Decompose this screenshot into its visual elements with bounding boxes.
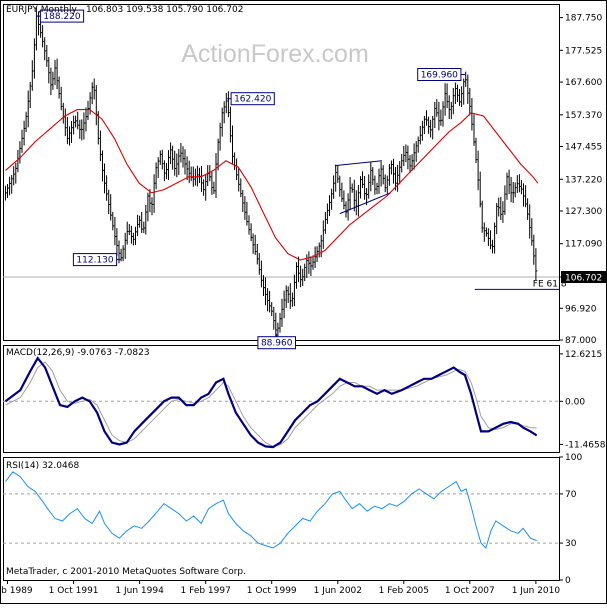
x-axis-label: 1 Feb 2005 — [379, 586, 429, 596]
watermark: ActionForex.com — [181, 40, 369, 68]
last-price-box — [561, 271, 606, 283]
moving-average-line — [5, 109, 539, 261]
annotation-box — [72, 253, 118, 267]
x-axis-label: 1 Feb 1989 — [0, 586, 33, 596]
macd-y-tick-label: 12.6215 — [565, 350, 602, 360]
price-y-tick-label: 127.300 — [565, 207, 602, 217]
macd-y-tick-label: 0.00 — [565, 397, 585, 407]
fe-label: FE 61.8 — [533, 279, 567, 289]
x-axis-label: 1 Oct 1999 — [247, 586, 297, 596]
annotation-label: 162.420 — [234, 95, 271, 105]
price-y-tick-label: 87.000 — [565, 336, 597, 346]
rsi-y-tick-label: 30 — [565, 539, 577, 549]
price-y-tick-label: 187.750 — [565, 14, 602, 24]
chart-marks: 187.750 177.525 167.600 157.370 147.455 137.2… — [0, 7, 606, 596]
trend-line — [339, 192, 391, 215]
x-axis-label: 1 Jun 1994 — [115, 586, 164, 596]
price-y-tick-label: 167.600 — [565, 78, 602, 88]
price-y-tick-label: 96.920 — [565, 304, 597, 314]
copyright-footer: MetaTrader, c 2001-2010 MetaQuotes Softw… — [6, 567, 246, 577]
annotation-box — [230, 92, 275, 106]
annotation-label: 188.220 — [43, 12, 80, 22]
macd-signal-line — [5, 361, 537, 447]
x-axis-label: 1 Oct 1991 — [49, 586, 99, 596]
x-axis-label: 1 Jun 2002 — [314, 586, 362, 596]
macd-main-line — [4, 356, 538, 449]
price-y-tick-label: 157.370 — [565, 111, 602, 121]
rsi-line — [5, 471, 537, 549]
macd-y-tick-label: -11.4658 — [565, 440, 606, 450]
trend-line — [334, 160, 382, 167]
price-panel-quote: 106.803 109.538 105.790 106.702 — [86, 5, 243, 15]
x-axis-label: 1 Oct 2007 — [445, 586, 495, 596]
price-y-tick-label: 147.455 — [565, 143, 602, 153]
annotation-label: 169.960 — [421, 71, 458, 81]
rsi-y-tick-label: 100 — [565, 453, 582, 463]
rsi-panel-title: RSI(14) 32.0468 — [6, 461, 79, 471]
last-price-label: 106.702 — [565, 274, 602, 284]
price-panel-title: EURJPY,Monthly — [6, 5, 77, 15]
x-axis-label: 1 Jun 2010 — [512, 586, 561, 596]
annotation-label: 88.960 — [261, 339, 293, 349]
annotation-box — [39, 9, 85, 23]
rsi-y-tick-label: 70 — [565, 490, 577, 500]
price-y-tick-label: 137.220 — [565, 175, 602, 185]
rsi-y-tick-label: 0 — [565, 576, 571, 586]
price-y-tick-label: 177.525 — [565, 46, 602, 56]
rsi-panel-frame — [3, 457, 560, 581]
x-axis-label: 1 Feb 1997 — [181, 586, 231, 596]
annotation-box — [257, 336, 296, 350]
price-y-tick-label: 117.090 — [565, 240, 602, 250]
annotation-box — [417, 68, 462, 81]
annotation-label: 112.130 — [76, 256, 113, 266]
macd-panel-title: MACD(12,26,9) -9.0763 -7.0823 — [6, 348, 150, 358]
